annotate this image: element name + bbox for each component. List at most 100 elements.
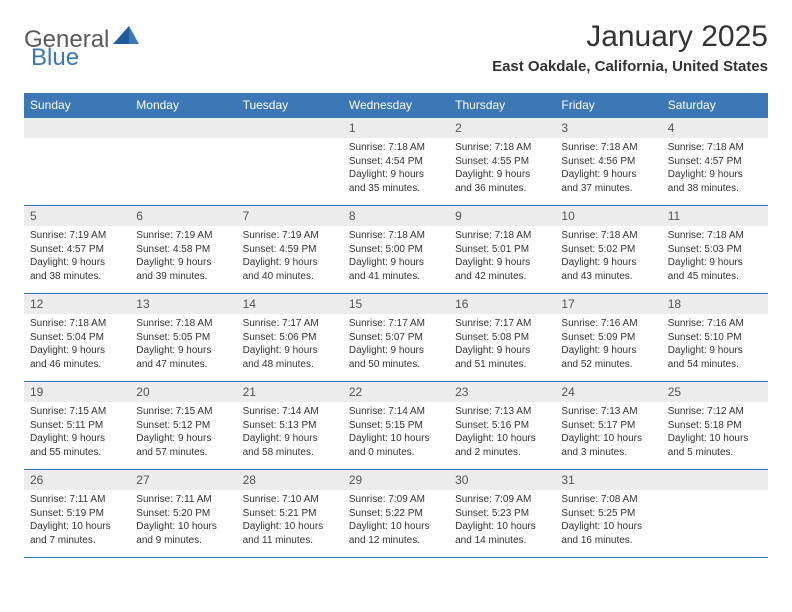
day-number: 1 [343, 118, 449, 138]
day-number: 6 [130, 206, 236, 226]
sunrise-text: Sunrise: 7:10 AM [243, 493, 337, 507]
sunset-text: Sunset: 4:55 PM [455, 155, 549, 169]
daylight-text: Daylight: 10 hours and 0 minutes. [349, 432, 443, 459]
calendar-body: 1Sunrise: 7:18 AMSunset: 4:54 PMDaylight… [24, 118, 768, 558]
day-details: Sunrise: 7:18 AMSunset: 5:05 PMDaylight:… [130, 314, 236, 375]
calendar-day-cell: 24Sunrise: 7:13 AMSunset: 5:17 PMDayligh… [555, 382, 661, 470]
day-details: Sunrise: 7:15 AMSunset: 5:12 PMDaylight:… [130, 402, 236, 463]
sunrise-text: Sunrise: 7:12 AM [668, 405, 762, 419]
calendar-day-cell: 20Sunrise: 7:15 AMSunset: 5:12 PMDayligh… [130, 382, 236, 470]
daylight-text: Daylight: 10 hours and 5 minutes. [668, 432, 762, 459]
day-details: Sunrise: 7:10 AMSunset: 5:21 PMDaylight:… [237, 490, 343, 551]
calendar-day-cell: 13Sunrise: 7:18 AMSunset: 5:05 PMDayligh… [130, 294, 236, 382]
sunrise-text: Sunrise: 7:18 AM [455, 229, 549, 243]
day-number: 30 [449, 470, 555, 490]
logo-triangle-icon [113, 26, 139, 51]
day-details: Sunrise: 7:16 AMSunset: 5:10 PMDaylight:… [662, 314, 768, 375]
weekday-header: Tuesday [237, 93, 343, 118]
day-number: 4 [662, 118, 768, 138]
calendar-week-row: 5Sunrise: 7:19 AMSunset: 4:57 PMDaylight… [24, 206, 768, 294]
weekday-header: Friday [555, 93, 661, 118]
sunrise-text: Sunrise: 7:18 AM [668, 229, 762, 243]
sunrise-text: Sunrise: 7:18 AM [668, 141, 762, 155]
day-details: Sunrise: 7:11 AMSunset: 5:19 PMDaylight:… [24, 490, 130, 551]
month-title: January 2025 [492, 20, 768, 54]
day-number: 15 [343, 294, 449, 314]
calendar-empty-cell [130, 118, 236, 206]
day-number: 27 [130, 470, 236, 490]
calendar-day-cell: 11Sunrise: 7:18 AMSunset: 5:03 PMDayligh… [662, 206, 768, 294]
day-number: 11 [662, 206, 768, 226]
day-number-empty [662, 470, 768, 490]
day-details: Sunrise: 7:13 AMSunset: 5:16 PMDaylight:… [449, 402, 555, 463]
day-details: Sunrise: 7:18 AMSunset: 4:57 PMDaylight:… [662, 138, 768, 199]
calendar-week-row: 26Sunrise: 7:11 AMSunset: 5:19 PMDayligh… [24, 470, 768, 558]
sunset-text: Sunset: 5:00 PM [349, 243, 443, 257]
sunrise-text: Sunrise: 7:13 AM [455, 405, 549, 419]
daylight-text: Daylight: 9 hours and 40 minutes. [243, 256, 337, 283]
day-number: 13 [130, 294, 236, 314]
calendar-week-row: 19Sunrise: 7:15 AMSunset: 5:11 PMDayligh… [24, 382, 768, 470]
daylight-text: Daylight: 9 hours and 51 minutes. [455, 344, 549, 371]
day-details: Sunrise: 7:19 AMSunset: 4:59 PMDaylight:… [237, 226, 343, 287]
sunset-text: Sunset: 5:11 PM [30, 419, 124, 433]
daylight-text: Daylight: 9 hours and 43 minutes. [561, 256, 655, 283]
day-details: Sunrise: 7:18 AMSunset: 4:54 PMDaylight:… [343, 138, 449, 199]
calendar-day-cell: 15Sunrise: 7:17 AMSunset: 5:07 PMDayligh… [343, 294, 449, 382]
sunrise-text: Sunrise: 7:18 AM [455, 141, 549, 155]
sunrise-text: Sunrise: 7:11 AM [136, 493, 230, 507]
sunset-text: Sunset: 5:22 PM [349, 507, 443, 521]
daylight-text: Daylight: 9 hours and 50 minutes. [349, 344, 443, 371]
sunset-text: Sunset: 5:02 PM [561, 243, 655, 257]
day-number: 3 [555, 118, 661, 138]
calendar-day-cell: 25Sunrise: 7:12 AMSunset: 5:18 PMDayligh… [662, 382, 768, 470]
sunrise-text: Sunrise: 7:17 AM [455, 317, 549, 331]
sunrise-text: Sunrise: 7:11 AM [30, 493, 124, 507]
day-details: Sunrise: 7:19 AMSunset: 4:57 PMDaylight:… [24, 226, 130, 287]
daylight-text: Daylight: 9 hours and 47 minutes. [136, 344, 230, 371]
day-number: 8 [343, 206, 449, 226]
sunset-text: Sunset: 5:12 PM [136, 419, 230, 433]
daylight-text: Daylight: 9 hours and 37 minutes. [561, 168, 655, 195]
day-number: 25 [662, 382, 768, 402]
calendar-day-cell: 8Sunrise: 7:18 AMSunset: 5:00 PMDaylight… [343, 206, 449, 294]
calendar-day-cell: 1Sunrise: 7:18 AMSunset: 4:54 PMDaylight… [343, 118, 449, 206]
sunrise-text: Sunrise: 7:18 AM [30, 317, 124, 331]
day-details: Sunrise: 7:18 AMSunset: 4:56 PMDaylight:… [555, 138, 661, 199]
title-block: January 2025 East Oakdale, California, U… [492, 20, 768, 75]
sunrise-text: Sunrise: 7:14 AM [349, 405, 443, 419]
day-details: Sunrise: 7:14 AMSunset: 5:13 PMDaylight:… [237, 402, 343, 463]
sunrise-text: Sunrise: 7:18 AM [561, 229, 655, 243]
weekday-header: Saturday [662, 93, 768, 118]
daylight-text: Daylight: 9 hours and 55 minutes. [30, 432, 124, 459]
calendar-day-cell: 17Sunrise: 7:16 AMSunset: 5:09 PMDayligh… [555, 294, 661, 382]
calendar-table: SundayMondayTuesdayWednesdayThursdayFrid… [24, 93, 768, 558]
sunrise-text: Sunrise: 7:09 AM [455, 493, 549, 507]
sunrise-text: Sunrise: 7:09 AM [349, 493, 443, 507]
day-details: Sunrise: 7:17 AMSunset: 5:06 PMDaylight:… [237, 314, 343, 375]
weekday-header: Thursday [449, 93, 555, 118]
day-details: Sunrise: 7:08 AMSunset: 5:25 PMDaylight:… [555, 490, 661, 551]
daylight-text: Daylight: 10 hours and 14 minutes. [455, 520, 549, 547]
sunset-text: Sunset: 5:15 PM [349, 419, 443, 433]
calendar-page: General January 2025 East Oakdale, Calif… [0, 0, 792, 578]
calendar-day-cell: 4Sunrise: 7:18 AMSunset: 4:57 PMDaylight… [662, 118, 768, 206]
calendar-day-cell: 30Sunrise: 7:09 AMSunset: 5:23 PMDayligh… [449, 470, 555, 558]
calendar-empty-cell [237, 118, 343, 206]
daylight-text: Daylight: 9 hours and 38 minutes. [668, 168, 762, 195]
day-details: Sunrise: 7:18 AMSunset: 5:02 PMDaylight:… [555, 226, 661, 287]
daylight-text: Daylight: 10 hours and 12 minutes. [349, 520, 443, 547]
calendar-empty-cell [24, 118, 130, 206]
day-number: 5 [24, 206, 130, 226]
day-details: Sunrise: 7:12 AMSunset: 5:18 PMDaylight:… [662, 402, 768, 463]
day-number: 24 [555, 382, 661, 402]
daylight-text: Daylight: 9 hours and 41 minutes. [349, 256, 443, 283]
day-number-empty [237, 118, 343, 138]
calendar-day-cell: 12Sunrise: 7:18 AMSunset: 5:04 PMDayligh… [24, 294, 130, 382]
day-details: Sunrise: 7:18 AMSunset: 4:55 PMDaylight:… [449, 138, 555, 199]
day-number: 31 [555, 470, 661, 490]
day-details: Sunrise: 7:09 AMSunset: 5:22 PMDaylight:… [343, 490, 449, 551]
sunset-text: Sunset: 5:07 PM [349, 331, 443, 345]
day-details: Sunrise: 7:13 AMSunset: 5:17 PMDaylight:… [555, 402, 661, 463]
sunrise-text: Sunrise: 7:18 AM [136, 317, 230, 331]
